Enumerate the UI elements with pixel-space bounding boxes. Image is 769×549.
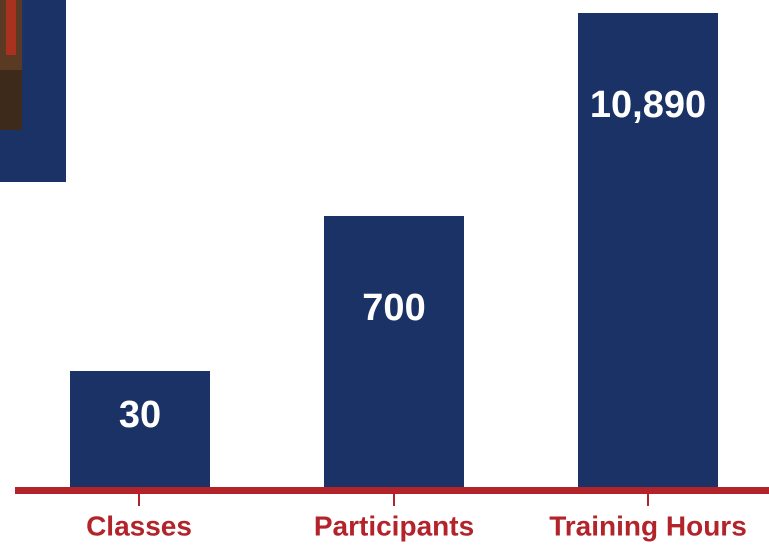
bar bbox=[70, 371, 210, 489]
tick bbox=[393, 494, 395, 506]
photo-detail bbox=[6, 0, 16, 55]
label: Classes bbox=[86, 510, 192, 541]
label: Training Hours bbox=[549, 510, 747, 541]
photo-detail bbox=[0, 70, 22, 130]
baseline bbox=[15, 487, 769, 494]
tick bbox=[138, 494, 140, 506]
bar bbox=[578, 13, 718, 489]
value: 10,890 bbox=[590, 84, 706, 126]
label: Participants bbox=[314, 510, 474, 541]
tick bbox=[647, 494, 649, 506]
value: 30 bbox=[119, 394, 161, 436]
bar bbox=[324, 216, 464, 489]
value: 700 bbox=[362, 287, 425, 329]
